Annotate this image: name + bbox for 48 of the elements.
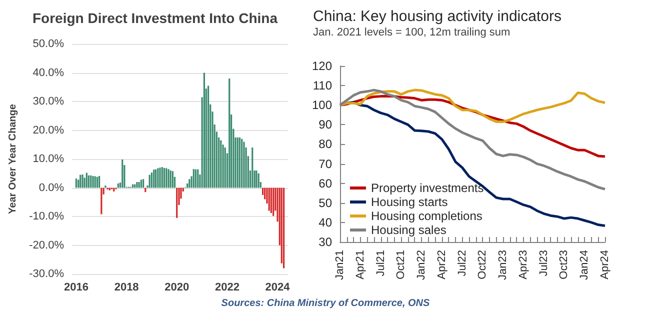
x-tick-label: Jan22: [416, 250, 428, 280]
y-tick-label: 90: [318, 118, 332, 132]
chart-title: Foreign Direct Investment Into China: [32, 10, 278, 26]
x-tick-label: 2018: [114, 282, 139, 294]
y-tick-label: 30: [318, 235, 332, 249]
x-tick-label: Jan23: [497, 250, 510, 280]
y-tick-label: 50: [318, 196, 332, 210]
y-axis-title: Year Over Year Change: [8, 104, 19, 214]
y-tick-label: -30.0%: [29, 268, 64, 280]
chart-subtitle: Jan. 2021 levels = 100, 12m trailing sum: [313, 26, 510, 38]
y-tick-label: 20.0%: [32, 124, 64, 136]
legend-label: Property investments: [371, 181, 484, 195]
y-tick-label: 110: [312, 78, 332, 93]
y-tick-label: 60: [318, 176, 332, 190]
y-tick-label: -20.0%: [29, 239, 64, 252]
x-tick-label: Jan24: [578, 250, 591, 280]
x-tick-label: 2024: [265, 282, 291, 294]
x-tick-label: Apr22: [436, 250, 448, 280]
y-tick-label: 100: [312, 98, 332, 112]
source-note: Sources: China Ministry of Commerce, ONS: [220, 298, 431, 309]
y-tick-label: 40.0%: [32, 66, 64, 79]
y-tick-label: 120: [312, 59, 332, 73]
x-tick-label: Oct23: [558, 250, 570, 280]
x-tick-label: 2020: [164, 282, 190, 294]
legend-label: Housing completions: [371, 209, 482, 223]
x-tick-label: Jul21: [374, 250, 387, 276]
x-tick-label: Jan21: [334, 250, 346, 280]
y-tick-label: 70: [318, 156, 332, 171]
x-tick-label: Apr24: [599, 250, 611, 280]
legend-label: Housing starts: [371, 195, 448, 209]
x-tick-label: 2022: [214, 282, 240, 294]
x-tick-label: Jul23: [538, 250, 550, 276]
legend-label: Housing sales: [371, 223, 446, 237]
y-tick-label: 30.0%: [32, 96, 64, 108]
y-tick-label: 0.0%: [38, 182, 64, 194]
y-tick-label: -10.0%: [29, 210, 64, 222]
chart-title: China: Key housing activity indicators: [313, 8, 562, 25]
y-tick-label: 40: [318, 215, 332, 230]
y-tick-label: 50.0%: [32, 38, 64, 50]
x-tick-label: Jul22: [456, 250, 468, 276]
x-tick-label: Oct22: [476, 250, 489, 280]
x-tick-label: Apr21: [354, 250, 366, 280]
x-tick-label: Apr23: [517, 250, 530, 280]
x-tick-label: 2016: [64, 282, 88, 294]
x-tick-label: Oct21: [395, 250, 408, 280]
y-tick-label: 80: [318, 137, 332, 152]
line-series: [338, 88, 606, 123]
y-tick-label: 10.0%: [32, 153, 64, 165]
